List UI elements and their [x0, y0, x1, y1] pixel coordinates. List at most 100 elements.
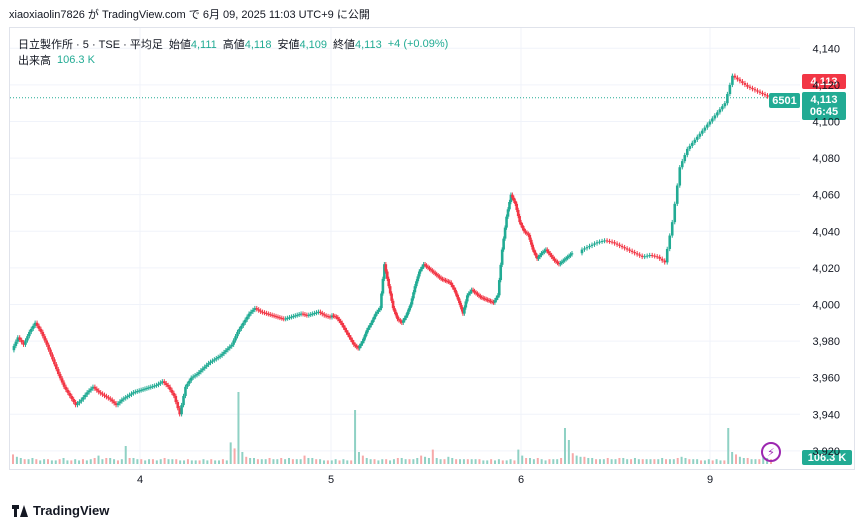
volume-bar [486, 460, 489, 464]
candle-body [381, 278, 385, 294]
volume-bar [443, 459, 446, 464]
candle-body [328, 316, 332, 318]
candle-body [415, 281, 418, 287]
candle-body [286, 317, 289, 319]
candle-body [47, 344, 50, 350]
candle-body [349, 337, 353, 340]
candle-body [326, 316, 330, 318]
candle-body [613, 242, 616, 244]
candle-body [585, 247, 589, 249]
volume-bar [155, 460, 158, 464]
chart-pane[interactable] [9, 27, 855, 470]
volume-bar [684, 458, 687, 464]
volume-bar [186, 459, 189, 464]
legend-close: 終値4,113 [333, 36, 382, 52]
candle-body [633, 252, 636, 254]
volume-bar [361, 455, 364, 464]
published-line: xiaoxiaolin7826 が TradingView.com で 6月 0… [9, 9, 370, 21]
candle-body [557, 262, 561, 265]
candle-body [522, 228, 526, 232]
candle-body [20, 339, 23, 343]
candle-body [247, 313, 251, 317]
candle-body [400, 321, 404, 323]
candle-body [449, 282, 453, 285]
candle-body [365, 330, 369, 334]
volume-bar [284, 459, 287, 464]
candle-body [124, 397, 128, 399]
candle-body [766, 95, 769, 97]
volume-bar [711, 460, 714, 464]
price-tick-label: 4,000 [812, 299, 840, 311]
candle-body [118, 401, 122, 404]
candle-body [64, 386, 68, 390]
volume-bar [688, 459, 691, 464]
candle-body [598, 241, 601, 243]
candle-body [499, 264, 503, 281]
candle-body [708, 121, 712, 125]
volume-bar [606, 458, 609, 464]
candle-body [372, 316, 376, 320]
candle-body [155, 384, 158, 386]
candle-body [249, 311, 253, 314]
candle-body [512, 197, 516, 201]
candle-body [492, 302, 495, 304]
candle-body [474, 292, 478, 294]
candle-body [324, 315, 328, 317]
candle-body [580, 249, 584, 254]
volume-bar [23, 459, 26, 464]
volume-bar [70, 460, 73, 464]
candle-body [393, 308, 396, 312]
candle-body [355, 345, 359, 348]
volume-bar [357, 452, 360, 464]
legend-volume-label[interactable]: 出来高 [18, 55, 51, 67]
candle-body [332, 315, 335, 317]
lightning-icon[interactable]: ⚡ [761, 442, 781, 462]
candle-body [452, 287, 456, 290]
candle-body [508, 202, 511, 210]
volume-bar [680, 456, 683, 464]
candle-body [655, 256, 659, 258]
candle-body [417, 271, 421, 277]
candle-body [497, 280, 501, 296]
candle-body [184, 386, 187, 396]
candle-body [43, 336, 47, 341]
volume-bar [758, 459, 761, 464]
volume-bar [66, 460, 69, 464]
volume-bar [700, 460, 703, 464]
candle-body [525, 232, 529, 234]
volume-bar [637, 459, 640, 464]
candle-body [335, 316, 338, 318]
legend-symbol[interactable]: 日立製作所 · 5 · TSE · 平均足 [18, 39, 163, 51]
candle-body [706, 124, 709, 128]
candle-body [55, 364, 58, 370]
candle-body [297, 314, 301, 316]
volume-bar [249, 458, 252, 464]
candle-body [230, 344, 234, 347]
volume-bar [136, 459, 139, 464]
candle-body [369, 322, 373, 326]
legend-close-value: 4,113 [355, 39, 382, 51]
candle-body [265, 313, 268, 315]
candle-body [241, 322, 245, 326]
candle-body [553, 258, 556, 261]
candle-body [521, 225, 524, 229]
candle-body [460, 305, 463, 310]
candle-body [193, 375, 197, 377]
candle-body [238, 328, 241, 332]
legend-volume-row: 出来高 106.3 K [18, 52, 448, 68]
volume-bar [221, 459, 224, 464]
volume-bar [151, 459, 154, 464]
candle-body [397, 319, 401, 321]
symbol-code-badge-text: 6501 [772, 95, 796, 107]
volume-bar [400, 458, 403, 464]
legend-open-value: 4,111 [190, 39, 217, 51]
candle-body [18, 337, 22, 340]
tradingview-brand[interactable]: TradingView [12, 503, 109, 518]
candle-body [147, 387, 151, 389]
candle-body [473, 291, 476, 293]
candle-body [101, 393, 104, 395]
candle-body [569, 254, 572, 256]
candle-body [141, 389, 145, 391]
